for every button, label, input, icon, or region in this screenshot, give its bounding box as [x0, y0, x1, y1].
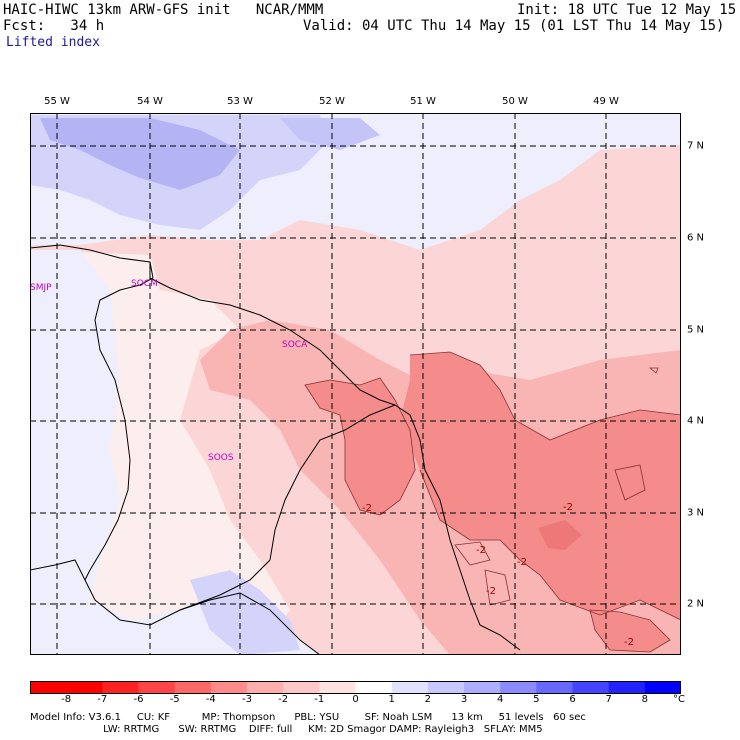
station-label: SOCM [131, 279, 158, 289]
model-info-line2: LW: RRTMG SW: RRTMG DIFF: full KM: 2D Sm… [30, 724, 543, 735]
field-name: Lifted index [6, 35, 100, 50]
lat-label: 2 N [687, 598, 705, 610]
graticule [30, 113, 681, 655]
lat-label: 6 N [687, 232, 705, 244]
coastline [30, 244, 521, 655]
contour-line [484, 569, 511, 606]
contour-label: -2 [476, 545, 486, 556]
colorbar-tick-label: 0 [352, 694, 359, 705]
lon-label: 51 W [410, 96, 436, 107]
colorbar-cell [464, 681, 501, 694]
station-label: SOOS [208, 453, 234, 463]
colorbar-tick-label: -2 [278, 694, 289, 705]
colorbar-tick-label: -7 [97, 694, 108, 705]
colorbar-tick-label: -3 [242, 694, 252, 705]
lat-label: 5 N [687, 324, 705, 336]
colorbar-tick-label: -1 [314, 694, 325, 705]
colorbar-cell [572, 681, 610, 694]
colorbar-tick-label: 1 [388, 694, 395, 705]
contour-line [614, 464, 646, 501]
model-title: HAIC-HIWC 13km ARW-GFS init NCAR/MMM [3, 2, 324, 18]
colorbar-cell [102, 681, 139, 694]
colorbar-cell [210, 681, 248, 694]
contour-label: -2 [486, 586, 496, 597]
contour-line [304, 377, 416, 516]
colorbar-tick-label: -5 [169, 694, 180, 705]
contour-label: -2 [563, 502, 573, 513]
colorbar-cell [319, 681, 356, 694]
colorbar-cell [644, 681, 681, 694]
map-frame [30, 113, 681, 655]
colorbar-tick-label: 7 [605, 694, 612, 705]
colorbar-tick-label: 8 [641, 694, 648, 705]
lon-label: 50 W [502, 96, 528, 107]
colorbar-tick-label: 3 [460, 694, 468, 705]
lat-label: 3 N [687, 507, 705, 519]
colorbar-cell [536, 681, 573, 694]
colorbar-cell [247, 681, 284, 694]
field-negative-strong [400, 352, 681, 620]
colorbar-tick-label: -6 [133, 694, 144, 705]
colorbar-cell [608, 681, 646, 694]
model-info-line1: Model Info: V3.6.1 CU: KF MP: Thompson P… [30, 712, 586, 723]
contour-line [419, 469, 681, 621]
contour-line [409, 351, 681, 441]
contour-line [454, 541, 491, 566]
init-time: Init: 18 UTC Tue 12 May 15 [517, 2, 737, 18]
field-positive-strong [40, 118, 240, 190]
colorbar-cell [283, 681, 320, 694]
lon-label: 54 W [137, 96, 163, 107]
colorbar-cell [427, 681, 465, 694]
contour-line [648, 367, 659, 374]
colorbar-cell [66, 681, 103, 694]
colorbar-frame [30, 681, 681, 694]
colorbar-tick-label: 6 [569, 694, 576, 705]
colorbar-tick-label: -8 [61, 694, 72, 705]
colorbar-tick-label: 5 [533, 694, 540, 705]
valid-time: Valid: 04 UTC Thu 14 May 15 (01 LST Thu … [303, 18, 725, 34]
colorbar-cell [174, 681, 212, 694]
colorbar-cell [500, 681, 537, 694]
colorbar-cell [30, 681, 67, 694]
colorbar-unit: °C [673, 694, 685, 705]
field-positive-strong [280, 118, 380, 150]
lon-label: 53 W [227, 96, 253, 107]
contour-label: -2 [517, 557, 527, 568]
lat-label: 7 N [687, 140, 705, 152]
colorbar-tick-label: 4 [497, 694, 504, 705]
lat-label: 4 N [687, 415, 705, 427]
colorbar-cell [355, 681, 393, 694]
station-label: SMJP [30, 283, 52, 293]
colorbar-tick-label: 2 [424, 694, 431, 705]
colorbar-cell [391, 681, 429, 694]
field-positive-land [30, 250, 320, 655]
colorbar-tick-label: -4 [205, 694, 216, 705]
contour-label: -2 [624, 637, 634, 648]
colorbar-cell [138, 681, 176, 694]
lon-label: 49 W [593, 96, 619, 107]
forecast-hour: Fcst: 34 h [3, 18, 105, 34]
lon-label: 52 W [319, 96, 345, 107]
field-negative-peak [538, 520, 582, 550]
colorbar [30, 681, 681, 694]
contour-label: -2 [362, 503, 372, 514]
field-positive-land-mid [190, 570, 300, 655]
lon-label: 55 W [44, 96, 70, 107]
contour-line [589, 609, 671, 653]
map-canvas [30, 113, 681, 655]
station-label: SOCA [282, 340, 308, 350]
